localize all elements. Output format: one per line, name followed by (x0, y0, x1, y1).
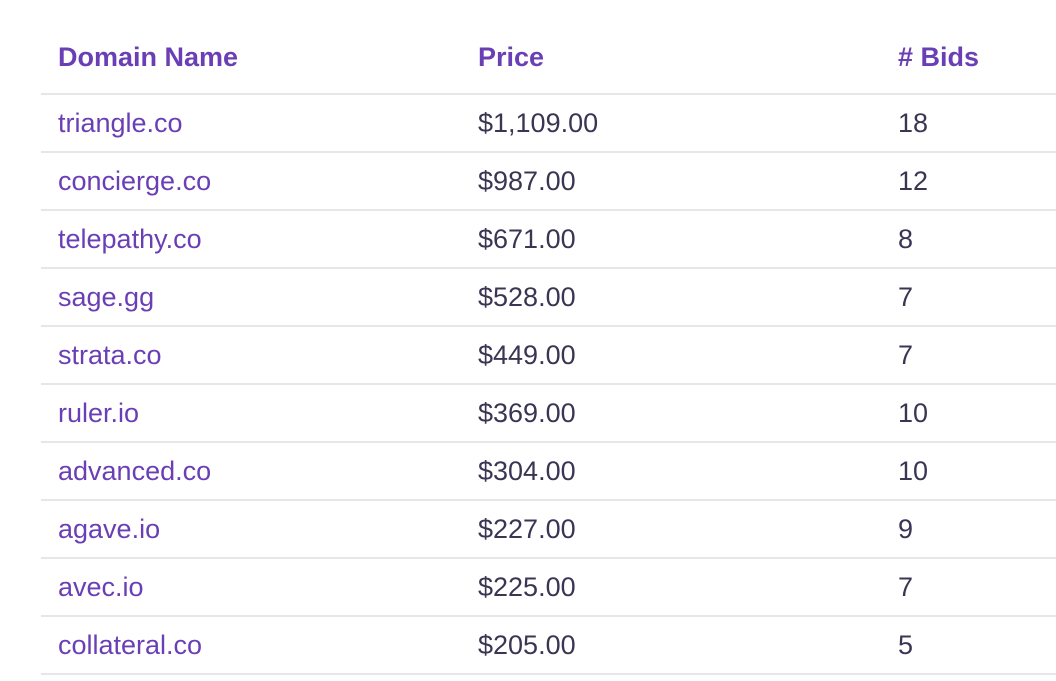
bids-cell: 12 (898, 165, 929, 196)
table-row: telepathy.co $671.00 8 (41, 211, 1056, 269)
table-body: triangle.co $1,109.00 18 concierge.co $987.0… (41, 95, 1056, 675)
table-row: ruler.io $369.00 10 (41, 385, 1056, 443)
bids-cell: 5 (898, 629, 914, 660)
domain-link[interactable]: concierge.co (58, 165, 212, 196)
price-cell: $225.00 (478, 571, 576, 602)
bids-cell: 7 (898, 571, 914, 602)
domain-link[interactable]: ruler.io (58, 397, 140, 428)
table-row: agave.io $227.00 9 (41, 501, 1056, 559)
domain-cell: triangle.co (41, 108, 461, 139)
domain-cell: telepathy.co (41, 224, 461, 255)
table-row: strata.co $449.00 7 (41, 327, 1056, 385)
price-cell: $369.00 (478, 397, 576, 428)
domain-cell: avec.io (41, 572, 461, 603)
domain-link[interactable]: agave.io (58, 513, 161, 544)
bids-cell: 10 (898, 397, 929, 428)
domain-link[interactable]: telepathy.co (58, 223, 202, 254)
bids-cell: 9 (898, 513, 914, 544)
price-cell: $205.00 (478, 629, 576, 660)
domain-link[interactable]: triangle.co (58, 107, 183, 138)
table-row: avec.io $225.00 7 (41, 559, 1056, 617)
price-cell: $304.00 (478, 455, 576, 486)
bids-cell: 10 (898, 455, 929, 486)
domain-cell: strata.co (41, 340, 461, 371)
domain-link[interactable]: collateral.co (58, 629, 203, 660)
domain-link[interactable]: avec.io (58, 571, 144, 602)
column-header-bids[interactable]: # Bids (898, 42, 980, 72)
domain-link[interactable]: sage.gg (58, 281, 155, 312)
domain-cell: advanced.co (41, 456, 461, 487)
table-header: Domain Name Price # Bids (41, 0, 1056, 95)
domain-link[interactable]: advanced.co (58, 455, 212, 486)
price-cell: $227.00 (478, 513, 576, 544)
column-header-domain-name[interactable]: Domain Name (58, 42, 239, 72)
domain-cell: concierge.co (41, 166, 461, 197)
domain-cell: agave.io (41, 514, 461, 545)
bids-cell: 7 (898, 281, 914, 312)
domain-link[interactable]: strata.co (58, 339, 162, 370)
table-row: triangle.co $1,109.00 18 (41, 95, 1056, 153)
bids-cell: 7 (898, 339, 914, 370)
price-cell: $671.00 (478, 223, 576, 254)
table-row: advanced.co $304.00 10 (41, 443, 1056, 501)
bids-cell: 8 (898, 223, 914, 254)
table-row: collateral.co $205.00 5 (41, 617, 1056, 675)
domain-table: Domain Name Price # Bids triangle.co $1,1… (41, 0, 1056, 675)
domain-cell: collateral.co (41, 630, 461, 661)
price-cell: $1,109.00 (478, 107, 599, 138)
price-cell: $987.00 (478, 165, 576, 196)
price-cell: $449.00 (478, 339, 576, 370)
table-row: concierge.co $987.00 12 (41, 153, 1056, 211)
bids-cell: 18 (898, 107, 929, 138)
price-cell: $528.00 (478, 281, 576, 312)
column-header-price[interactable]: Price (478, 42, 545, 72)
domain-cell: ruler.io (41, 398, 461, 429)
domain-cell: sage.gg (41, 282, 461, 313)
table-row: sage.gg $528.00 7 (41, 269, 1056, 327)
